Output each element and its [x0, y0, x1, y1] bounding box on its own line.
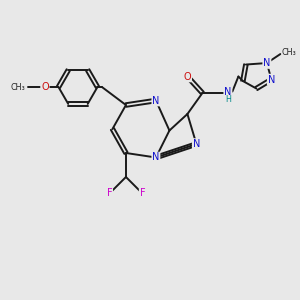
- Text: N: N: [263, 58, 271, 68]
- Text: CH₃: CH₃: [10, 82, 25, 91]
- Text: N: N: [193, 139, 200, 149]
- Text: N: N: [268, 74, 275, 85]
- Text: CH₃: CH₃: [282, 48, 297, 57]
- Text: H: H: [225, 95, 231, 104]
- Text: N: N: [152, 95, 160, 106]
- Text: O: O: [184, 71, 191, 82]
- Text: F: F: [106, 188, 112, 199]
- Text: N: N: [152, 152, 160, 163]
- Text: O: O: [41, 82, 49, 92]
- Text: F: F: [140, 188, 145, 199]
- Text: N: N: [224, 86, 232, 97]
